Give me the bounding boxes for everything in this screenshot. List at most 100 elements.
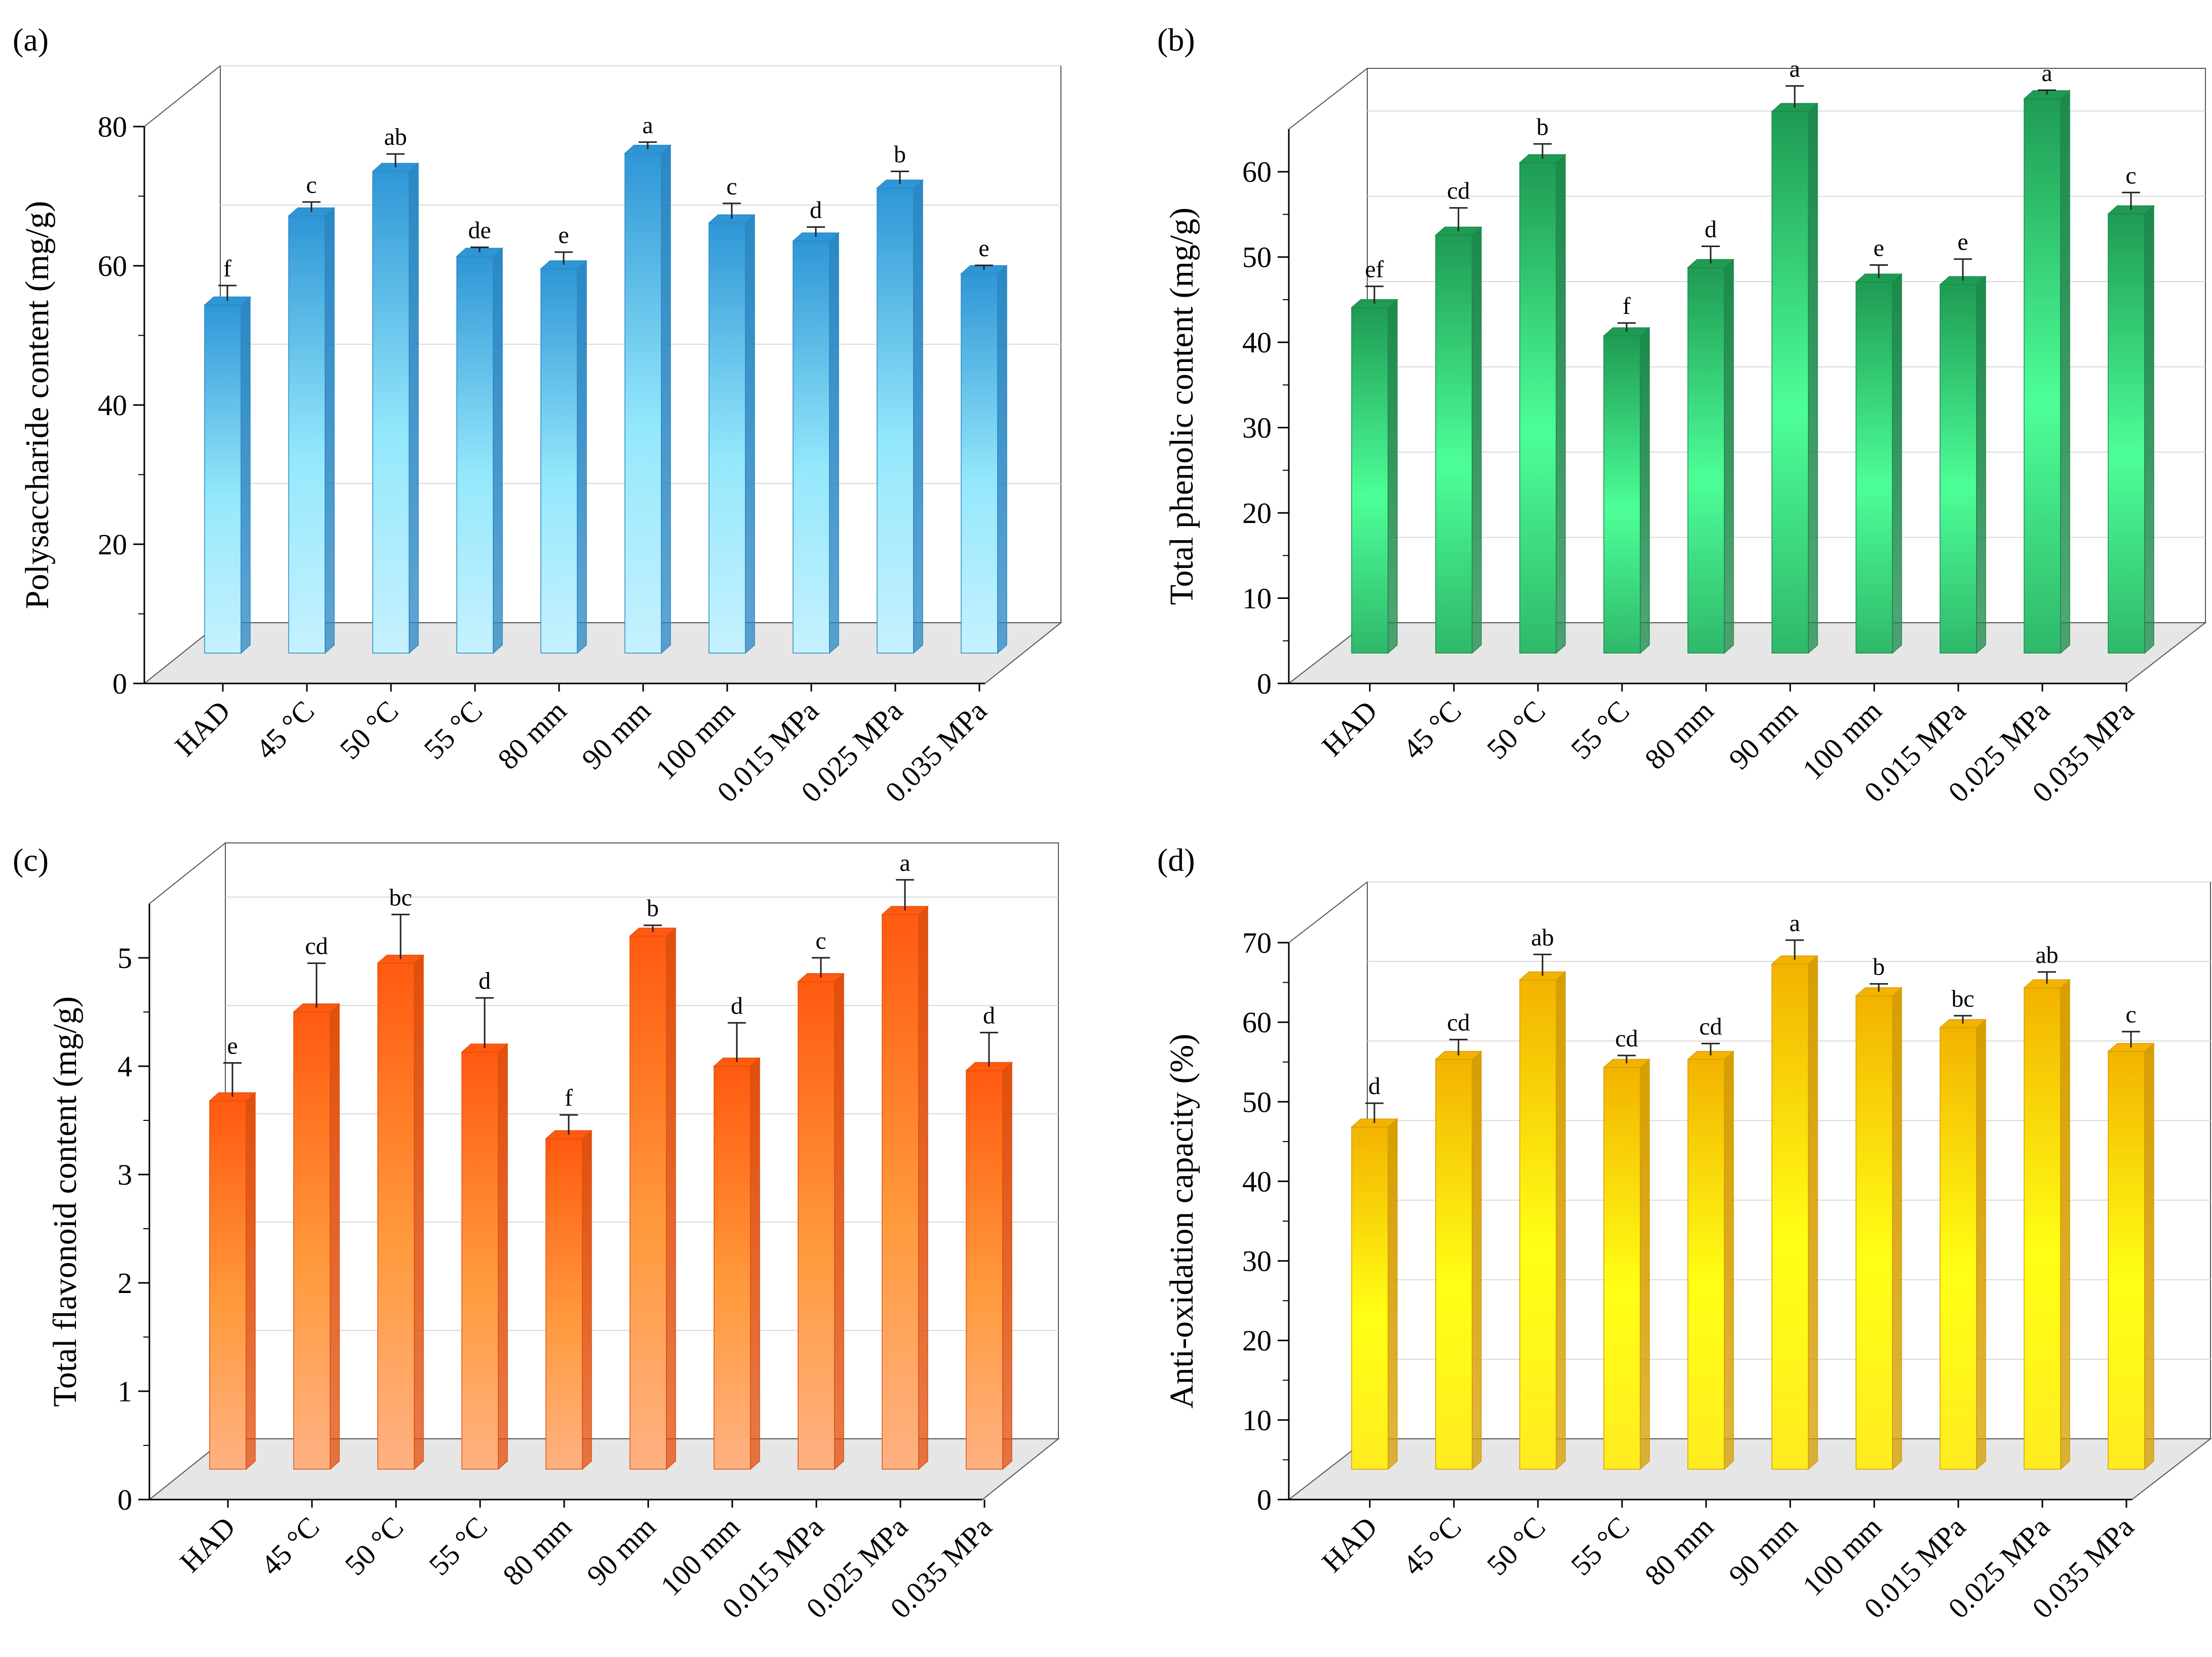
bar-side [241, 296, 251, 654]
bar-front [204, 304, 242, 654]
bar-front [540, 268, 578, 654]
y-tick-label: 60 [1242, 1006, 1272, 1039]
bar [881, 905, 929, 1470]
x-tick-label: 55 °C [422, 1510, 494, 1582]
bar-side [834, 973, 844, 1470]
bar-side [666, 927, 676, 1470]
bar [204, 296, 251, 654]
bar-front [882, 914, 919, 1470]
bar [624, 144, 672, 654]
bar [461, 1043, 508, 1470]
x-tick-label: HAD [1315, 694, 1384, 762]
bar-side [325, 207, 335, 654]
y-tick-label: 2 [117, 1267, 132, 1300]
bar-side [1808, 102, 1818, 654]
bar [1687, 258, 1734, 654]
bar-front [629, 936, 667, 1470]
frame-diagonal [149, 842, 226, 904]
x-tick-label: 90 mm [1722, 1510, 1804, 1592]
x-tick-label: 90 mm [580, 1510, 662, 1592]
bar [792, 232, 840, 654]
bar-side [498, 1043, 508, 1470]
bar-front [877, 187, 914, 654]
bar-side [918, 905, 928, 1470]
significance-label: d [1368, 1073, 1380, 1100]
y-tick-label: 40 [1242, 1165, 1272, 1198]
significance-label: ef [1365, 256, 1384, 283]
bar [1939, 1019, 1987, 1470]
significance-label: bc [1951, 985, 1974, 1012]
bar-side [330, 1003, 340, 1470]
significance-label: e [227, 1033, 238, 1060]
y-axis-label: Anti-oxidation capacity (%) [1163, 1034, 1200, 1408]
bar [1519, 153, 1566, 654]
bar-front [714, 1066, 751, 1470]
significance-label: c [2125, 162, 2136, 189]
significance-label: e [1873, 235, 1884, 262]
y-tick-label: 10 [1242, 582, 1272, 615]
significance-label: c [726, 173, 737, 200]
x-tick-label: 50 °C [1480, 1510, 1552, 1582]
bar-front [1940, 284, 1977, 654]
significance-label: cd [305, 933, 328, 960]
bar-front [1855, 281, 1893, 654]
significance-label: f [1623, 293, 1631, 319]
bar-side [414, 954, 424, 1470]
significance-label: a [899, 850, 910, 876]
significance-label: c [815, 927, 826, 954]
bar-front [288, 215, 326, 654]
significance-label: d [810, 197, 822, 224]
significance-label: cd [1447, 178, 1470, 205]
bar-side [829, 232, 839, 654]
bar-front [1435, 234, 1473, 654]
x-tick-label: 45 °C [254, 1510, 326, 1582]
y-tick-label: 20 [1242, 497, 1272, 530]
bar [1603, 327, 1650, 654]
significance-label: d [1705, 216, 1717, 243]
significance-label: b [647, 895, 659, 922]
bar-side [997, 264, 1007, 654]
bar [377, 954, 424, 1470]
bar-front [1940, 1027, 1977, 1470]
bar [1687, 1050, 1734, 1470]
chart-floor [1287, 1438, 2212, 1500]
bar-side [1556, 971, 1566, 1470]
significance-label: e [1957, 229, 1968, 256]
panel-label: (a) [13, 22, 49, 58]
bar [1855, 987, 1903, 1470]
significance-label: b [1536, 113, 1549, 140]
panel-c-chart: (c) 0 1 2 3 4 5 Total flavonoid content (mg/g) e… [13, 842, 1060, 1625]
x-tick-label: 55 °C [1564, 694, 1636, 765]
bar-front [793, 240, 830, 654]
significance-label: b [894, 141, 906, 168]
x-tick-label: 45 °C [1396, 1510, 1468, 1582]
y-axis-label: Polysaccharide content (mg/g) [19, 201, 56, 609]
bar-front [1687, 1059, 1725, 1470]
significance-label: d [983, 1002, 995, 1029]
panel-label: (d) [1157, 842, 1195, 878]
bar-front [1603, 335, 1641, 654]
bar-front [1603, 1067, 1641, 1470]
x-tick-label: 50 °C [338, 1510, 410, 1582]
significance-label: bc [389, 884, 412, 911]
x-tick-label: 80 mm [496, 1510, 578, 1592]
bar-side [745, 214, 755, 654]
bar [209, 1092, 256, 1470]
bar-front [1519, 979, 1557, 1470]
bar-side [1556, 153, 1566, 654]
significance-label: e [558, 222, 569, 249]
bar-front [1519, 162, 1557, 654]
x-tick-label: 90 mm [1722, 694, 1804, 776]
bar [629, 927, 677, 1470]
x-tick-label: 50 °C [1480, 694, 1552, 765]
y-tick-label: 0 [112, 667, 127, 700]
bar-front [545, 1138, 583, 1470]
bar-side [1976, 275, 1986, 654]
bar-side [582, 1129, 592, 1470]
bar-side [1388, 299, 1398, 654]
bar [1351, 299, 1398, 654]
significance-label: ab [1531, 924, 1554, 951]
y-tick-label: 50 [1242, 241, 1272, 274]
x-tick-label: HAD [1315, 1510, 1384, 1579]
